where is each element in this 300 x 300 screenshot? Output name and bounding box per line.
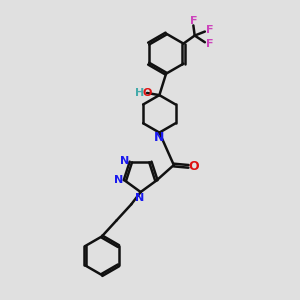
Text: H: H [135,88,145,98]
Text: F: F [190,16,197,26]
Text: N: N [120,157,130,166]
Text: O: O [142,88,152,98]
Text: N: N [114,175,124,185]
Text: N: N [135,193,144,203]
Text: F: F [206,39,213,49]
Text: N: N [154,131,165,145]
Text: F: F [206,25,213,35]
Text: O: O [188,160,199,173]
